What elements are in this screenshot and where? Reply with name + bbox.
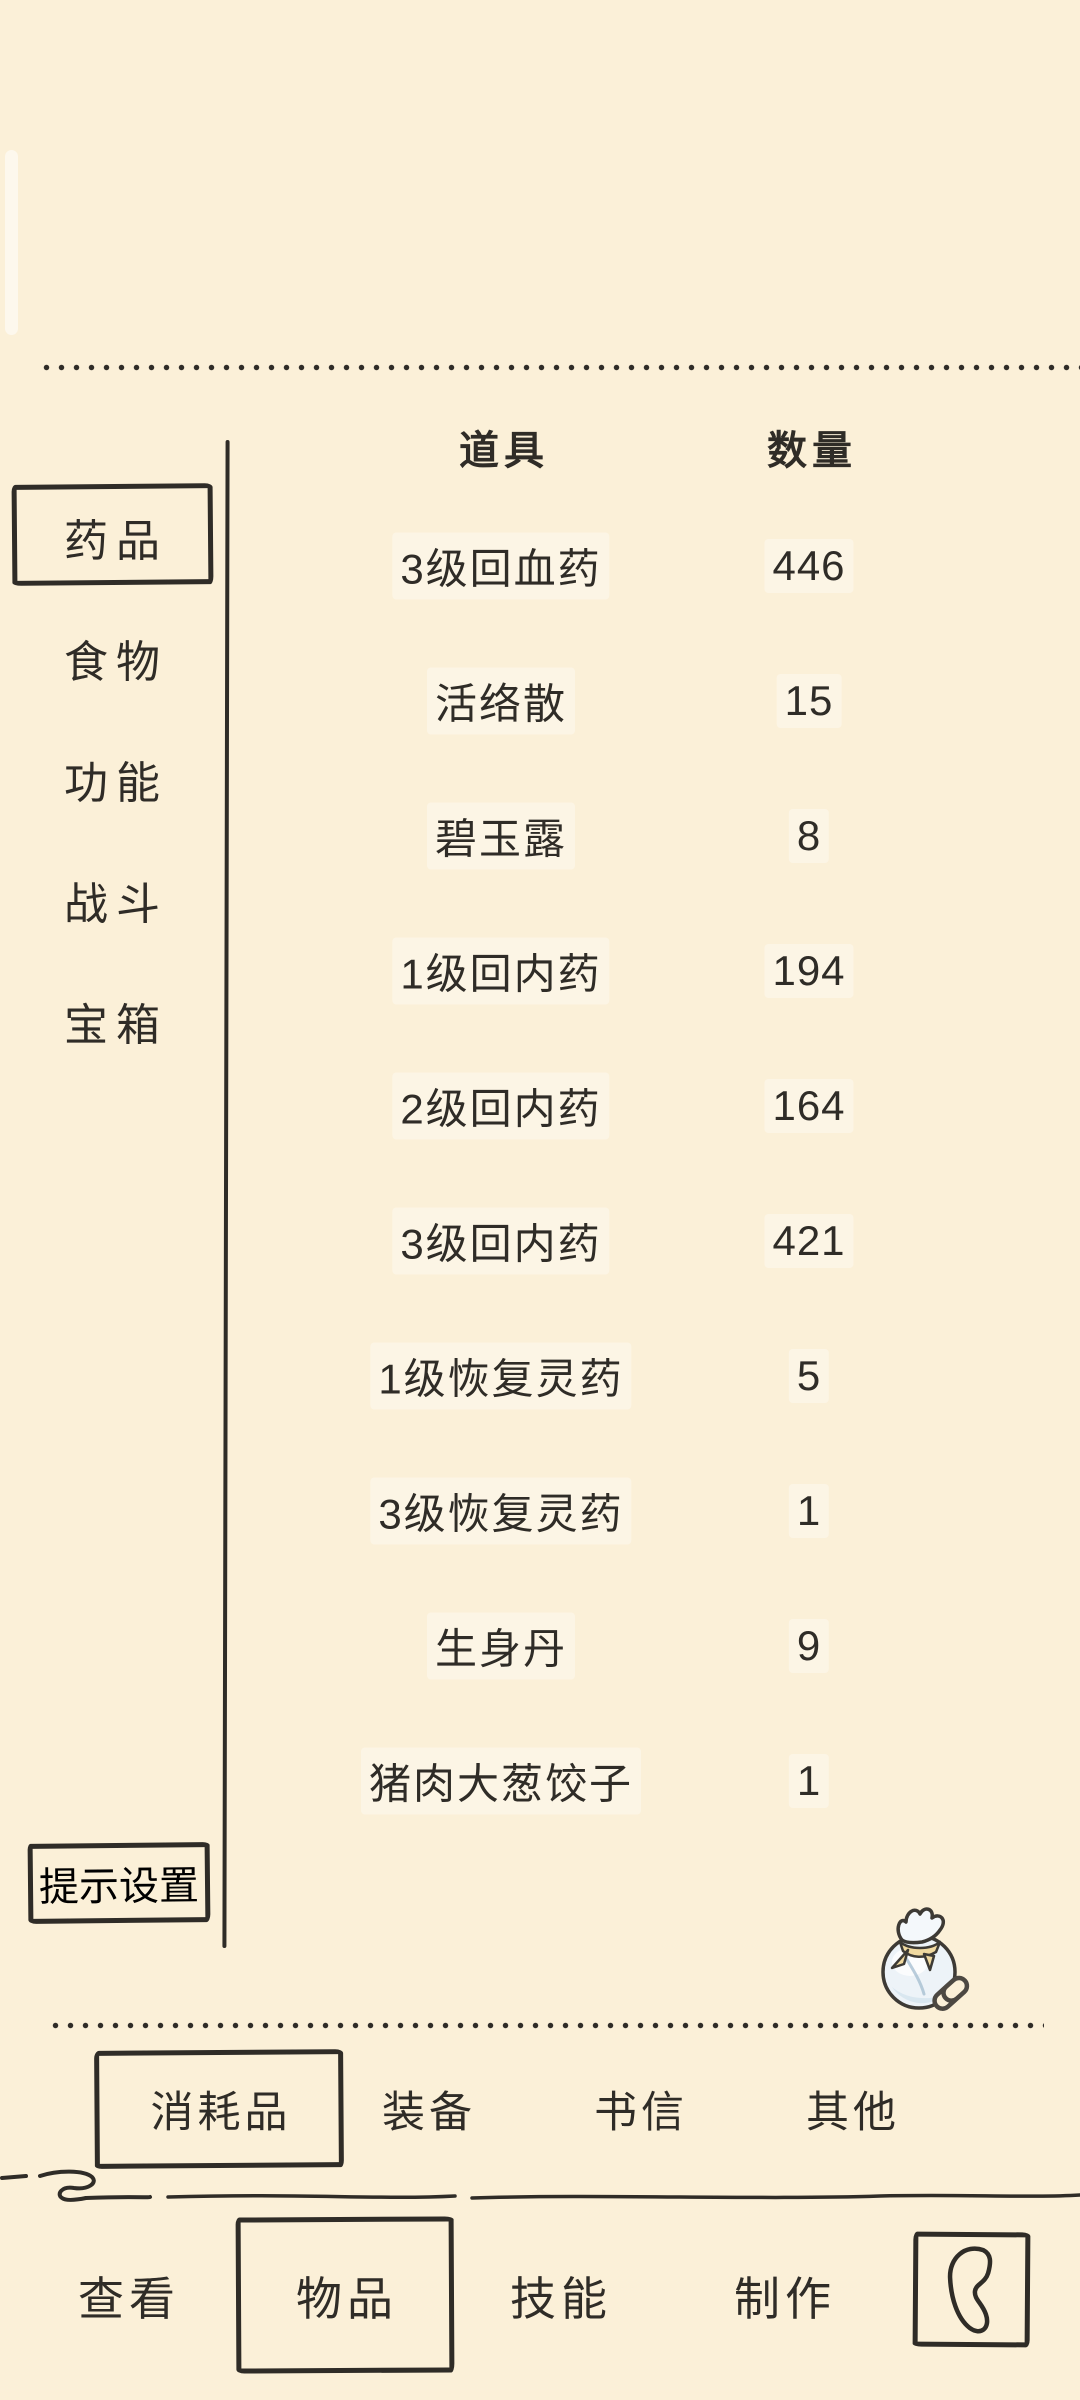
item-name[interactable]: 1级恢复灵药 (370, 1342, 632, 1409)
item-name[interactable]: 活络散 (426, 667, 576, 734)
sidebar-item[interactable]: 宝箱 (0, 960, 224, 1081)
table-row[interactable]: 1级恢复灵药 5 (224, 1308, 1080, 1443)
column-header-qty: 数量 (767, 429, 857, 473)
link-icon (932, 1975, 970, 2011)
tab-label: 其他 (806, 2088, 900, 2137)
tab-item[interactable]: 装备 (382, 2078, 476, 2140)
item-qty: 9 (788, 1618, 830, 1673)
sidebar-item-label: 食物 (64, 637, 168, 687)
dotted-divider-bottom (52, 2022, 1044, 2029)
tab-label: 装备 (382, 2088, 476, 2137)
item-table: 3级回血药 446 活络散 15 碧玉露 8 1级回内药 194 2级回内药 1… (224, 498, 1080, 1848)
selected-box-outline (11, 483, 214, 586)
nav-item[interactable]: 查看 (78, 2263, 180, 2329)
item-qty: 1 (788, 1753, 830, 1808)
item-qty: 421 (764, 1213, 854, 1268)
tab-label: 书信 (594, 2088, 688, 2137)
nav-item[interactable]: 物品 (235, 2216, 455, 2374)
item-qty: 164 (764, 1078, 854, 1133)
brush-streak-decoration (5, 150, 18, 335)
column-header-item: 道具 (459, 429, 549, 473)
dotted-divider-top (43, 364, 1080, 371)
item-name[interactable]: 1级回内药 (392, 937, 610, 1004)
nav-item-label: 物品 (296, 2273, 398, 2325)
nav-item-label: 制作 (734, 2273, 836, 2325)
sidebar-item[interactable]: 食物 (0, 597, 224, 718)
category-tabs: 消耗品 装备 书信 其他 (0, 2048, 1080, 2169)
item-name[interactable]: 3级恢复灵药 (370, 1477, 632, 1544)
table-row[interactable]: 活络散 15 (224, 633, 1080, 768)
table-row[interactable]: 3级回内药 421 (224, 1173, 1080, 1308)
item-qty: 194 (764, 943, 854, 998)
table-row[interactable]: 1级回内药 194 (224, 903, 1080, 1038)
nav-item-label: 查看 (78, 2273, 180, 2325)
item-name[interactable]: 2级回内药 (392, 1072, 610, 1139)
nav-item[interactable]: 制作 (734, 2263, 836, 2329)
money-bag-icon (881, 1907, 970, 2011)
tab-label: 消耗品 (150, 2088, 292, 2137)
back-button[interactable] (912, 2231, 1031, 2348)
item-qty: 8 (788, 808, 830, 863)
item-qty: 15 (776, 673, 842, 728)
back-icon (947, 2246, 992, 2334)
sidebar-item-label: 功能 (64, 758, 168, 808)
tab-item[interactable]: 消耗品 (94, 2048, 344, 2169)
item-qty: 446 (764, 538, 854, 593)
sidebar-item[interactable]: 药品 (0, 476, 224, 597)
sidebar-item-label: 药品 (64, 516, 168, 566)
item-name[interactable]: 碧玉露 (426, 802, 576, 869)
table-row[interactable]: 碧玉露 8 (224, 768, 1080, 903)
table-row[interactable]: 2级回内药 164 (224, 1038, 1080, 1173)
tab-item[interactable]: 书信 (594, 2078, 688, 2140)
tip-settings-button[interactable]: 提示设置 (27, 1842, 211, 1924)
nav-item-label: 技能 (510, 2273, 612, 2325)
table-row[interactable]: 3级恢复灵药 1 (224, 1443, 1080, 1578)
tip-settings-label: 提示设置 (38, 1864, 200, 1910)
sidebar-item-label: 宝箱 (64, 1000, 168, 1050)
tab-item[interactable]: 其他 (806, 2078, 900, 2140)
item-name[interactable]: 生身丹 (426, 1612, 576, 1679)
item-qty: 5 (788, 1348, 830, 1403)
sidebar-item[interactable]: 功能 (0, 718, 224, 839)
table-row[interactable]: 猪肉大葱饺子 1 (224, 1713, 1080, 1848)
item-name[interactable]: 3级回血药 (392, 532, 610, 599)
item-name[interactable]: 猪肉大葱饺子 (360, 1747, 642, 1814)
table-row[interactable]: 3级回血药 446 (224, 498, 1080, 633)
item-qty: 1 (788, 1483, 830, 1538)
squiggle-divider (0, 2150, 1080, 2210)
nav-item[interactable]: 技能 (510, 2263, 612, 2329)
money-bag-link-icon[interactable] (872, 1902, 982, 2020)
item-name[interactable]: 3级回内药 (392, 1207, 610, 1274)
bottom-navigation: 查看 物品 技能 制作 (0, 2216, 1080, 2374)
sidebar-item-label: 战斗 (64, 879, 168, 929)
category-sidebar: 药品 食物 功能 战斗 宝箱 (0, 476, 224, 1081)
sidebar-item[interactable]: 战斗 (0, 839, 224, 960)
table-row[interactable]: 生身丹 9 (224, 1578, 1080, 1713)
